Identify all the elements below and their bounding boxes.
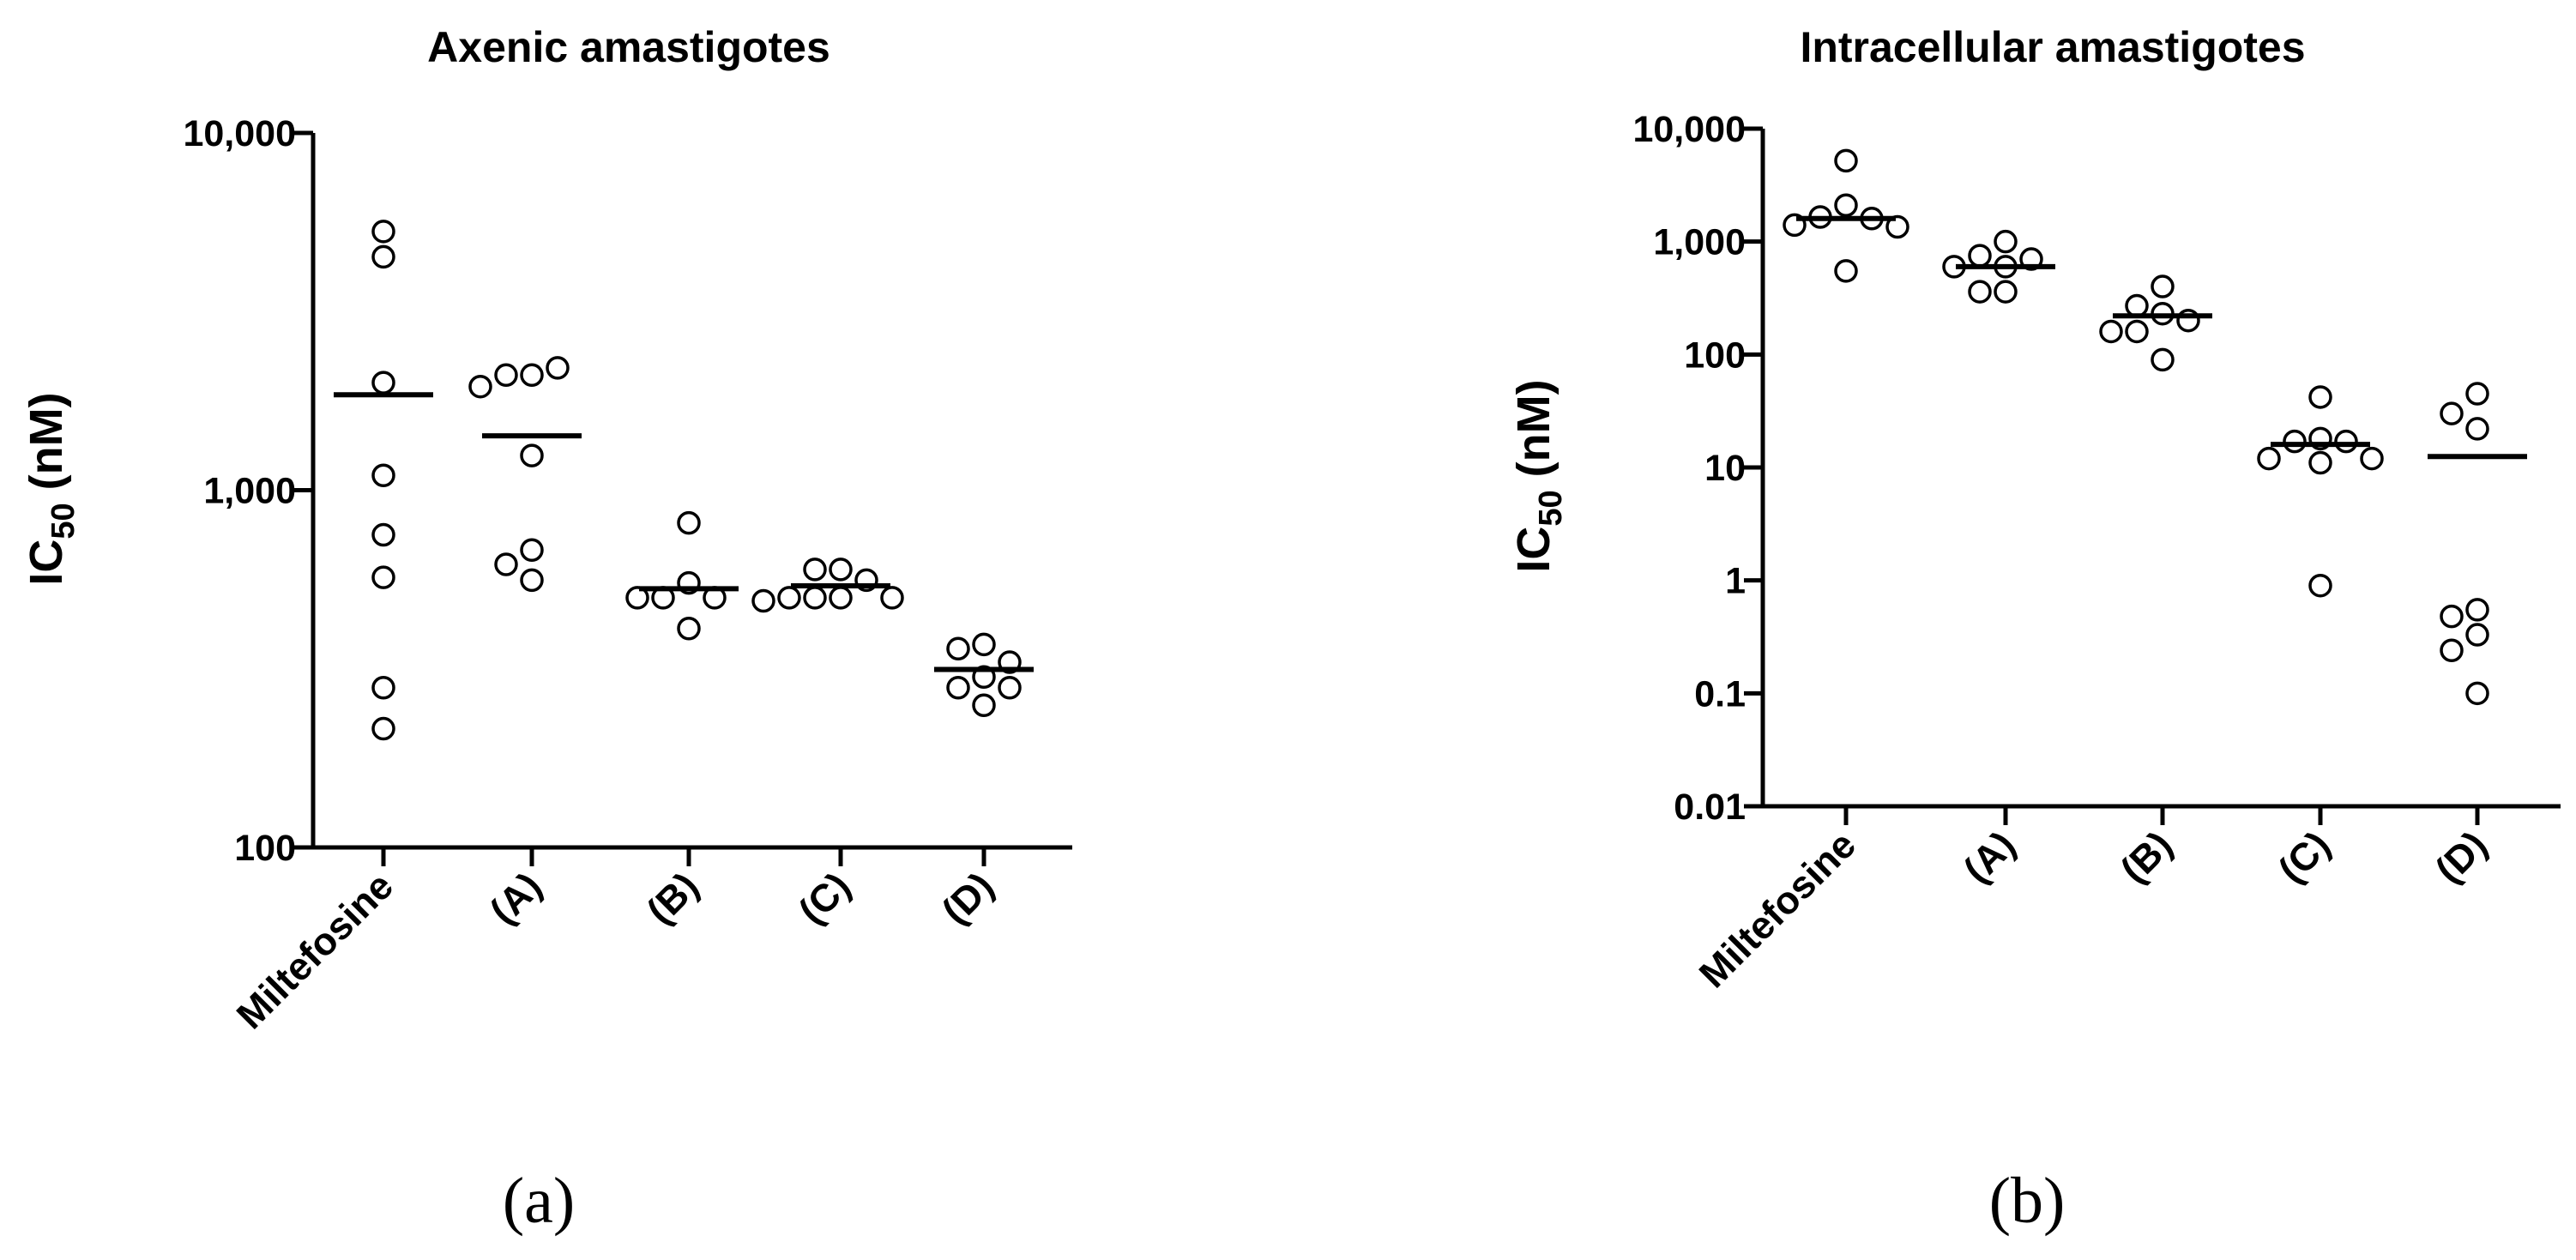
chart-panel-a: Axenic amastigotes IC50 (nM) 100 1,000 10,… bbox=[21, 23, 1072, 1237]
axes: 100 1,000 10,000 Miltefosine (A) (B) (C) (D) bbox=[183, 113, 1072, 1037]
y-tick-label: 1,000 bbox=[1653, 222, 1746, 263]
data-point bbox=[803, 586, 827, 610]
x-tick-label: (B) bbox=[2112, 823, 2181, 891]
data-point bbox=[998, 676, 1022, 700]
panel-label: (b) bbox=[1989, 1165, 2066, 1237]
data-point bbox=[494, 552, 518, 576]
x-tick-label: (B) bbox=[638, 864, 707, 932]
data-point bbox=[2308, 450, 2332, 475]
y-tick-label: 100 bbox=[234, 828, 296, 869]
chart-title: Intracellular amastigotes bbox=[1800, 23, 2305, 71]
data-point bbox=[2465, 623, 2489, 647]
data-point bbox=[546, 356, 570, 380]
data-point bbox=[2465, 598, 2489, 622]
data-point bbox=[1968, 244, 1992, 268]
data-point bbox=[2360, 446, 2384, 471]
data-point bbox=[2257, 446, 2281, 471]
data-point bbox=[1885, 214, 1909, 239]
y-tick-label: 100 bbox=[1684, 335, 1746, 376]
data-point bbox=[803, 558, 827, 582]
data-point bbox=[371, 565, 395, 589]
data-point bbox=[1834, 148, 1858, 173]
data-point bbox=[777, 586, 801, 610]
x-tick-label: (C) bbox=[790, 864, 859, 932]
y-tick-label: 0.1 bbox=[1694, 673, 1746, 714]
y-tick-label: 10,000 bbox=[1632, 109, 1746, 150]
y-axis-label: IC50 (nM) bbox=[1508, 379, 1569, 572]
data-point bbox=[371, 244, 395, 269]
data-point bbox=[494, 363, 518, 388]
data-marks bbox=[1783, 148, 2527, 706]
data-point bbox=[946, 636, 970, 661]
data-point bbox=[520, 538, 544, 563]
data-point bbox=[2308, 385, 2332, 409]
data-point bbox=[2465, 681, 2489, 706]
data-point bbox=[371, 522, 395, 547]
data-point bbox=[972, 632, 996, 657]
y-tick-label: 0.01 bbox=[1674, 787, 1746, 828]
data-point bbox=[2308, 573, 2332, 598]
y-axis-label: IC50 (nM) bbox=[21, 392, 81, 585]
data-point bbox=[2334, 429, 2358, 454]
y-tick-label: 10 bbox=[1704, 448, 1746, 489]
x-tick-label: Miltefosine bbox=[1691, 823, 1864, 996]
data-point bbox=[2125, 319, 2149, 344]
data-point bbox=[520, 568, 544, 593]
data-point bbox=[829, 558, 853, 582]
data-point bbox=[520, 443, 544, 467]
data-point bbox=[1994, 280, 2018, 304]
y-tick-label: 10,000 bbox=[183, 113, 296, 154]
data-point bbox=[880, 586, 904, 610]
data-point bbox=[1834, 193, 1858, 217]
data-point bbox=[2125, 293, 2149, 318]
x-tick-label: (D) bbox=[933, 864, 1002, 932]
data-point bbox=[625, 586, 649, 610]
data-point bbox=[2465, 382, 2489, 406]
data-point bbox=[751, 588, 775, 613]
y-tick-label: 1 bbox=[1725, 561, 1746, 602]
x-tick-label: (A) bbox=[481, 864, 550, 932]
data-point bbox=[2440, 604, 2464, 629]
data-point bbox=[677, 510, 701, 535]
data-point bbox=[2099, 319, 2123, 344]
chart-title: Axenic amastigotes bbox=[427, 23, 830, 71]
panel-label: (a) bbox=[503, 1165, 575, 1237]
data-point bbox=[829, 586, 853, 610]
data-point bbox=[2151, 347, 2175, 372]
data-point bbox=[1968, 280, 1992, 304]
data-point bbox=[972, 693, 996, 718]
data-point bbox=[2151, 274, 2175, 298]
data-point bbox=[2440, 401, 2464, 425]
data-point bbox=[946, 676, 970, 700]
data-marks bbox=[334, 220, 1034, 741]
data-point bbox=[2440, 638, 2464, 663]
data-point bbox=[2283, 429, 2307, 454]
data-point bbox=[468, 374, 492, 399]
data-point bbox=[520, 363, 544, 388]
data-point bbox=[371, 371, 395, 395]
x-tick-label: (C) bbox=[2270, 823, 2338, 891]
data-point bbox=[371, 676, 395, 700]
data-point bbox=[677, 617, 701, 641]
data-point bbox=[371, 220, 395, 244]
x-tick-label: (D) bbox=[2427, 823, 2495, 891]
data-point bbox=[2465, 417, 2489, 441]
data-point bbox=[1834, 259, 1858, 283]
x-tick-label: Miltefosine bbox=[228, 864, 401, 1037]
chart-panel-b: Intracellular amastigotes IC50 (nM) 0.01… bbox=[1508, 23, 2561, 1237]
data-point bbox=[1994, 229, 2018, 254]
x-tick-label: (A) bbox=[1955, 823, 2024, 891]
data-point bbox=[371, 463, 395, 488]
data-point bbox=[371, 716, 395, 741]
axes: 0.01 0.1 1 10 100 1,000 10,000 Miltefosine (A) (B… bbox=[1632, 109, 2561, 996]
y-tick-label: 1,000 bbox=[203, 471, 296, 512]
